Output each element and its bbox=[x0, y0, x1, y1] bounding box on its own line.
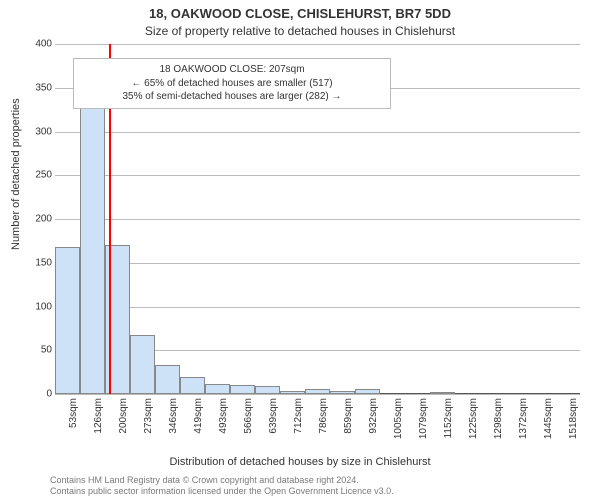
x-tick-label: 1152sqm bbox=[443, 398, 454, 438]
x-tick-label: 126sqm bbox=[93, 398, 104, 434]
gridline bbox=[55, 175, 580, 176]
histogram-bar bbox=[230, 385, 255, 394]
y-tick-label: 50 bbox=[12, 345, 52, 356]
annotation-line1: 18 OAKWOOD CLOSE: 207sqm bbox=[82, 63, 382, 77]
histogram-bar bbox=[330, 391, 355, 395]
chart-title-sub: Size of property relative to detached ho… bbox=[0, 24, 600, 38]
gridline bbox=[55, 44, 580, 45]
histogram-bar bbox=[255, 386, 280, 394]
histogram-bar bbox=[205, 384, 230, 395]
gridline bbox=[55, 307, 580, 308]
x-tick-label: 1005sqm bbox=[393, 398, 404, 439]
x-tick-label: 566sqm bbox=[243, 398, 254, 434]
x-tick-label: 932sqm bbox=[368, 398, 379, 434]
y-tick-label: 350 bbox=[12, 82, 52, 93]
gridline bbox=[55, 219, 580, 220]
x-tick-label: 1079sqm bbox=[418, 398, 429, 439]
histogram-bar bbox=[130, 335, 155, 395]
footer-attribution: Contains HM Land Registry data © Crown c… bbox=[50, 475, 590, 498]
histogram-bar bbox=[430, 392, 455, 394]
annotation-line3: 35% of semi-detached houses are larger (… bbox=[82, 90, 382, 104]
x-tick-label: 419sqm bbox=[193, 398, 204, 434]
x-tick-label: 53sqm bbox=[68, 398, 79, 428]
footer-line1: Contains HM Land Registry data © Crown c… bbox=[50, 475, 590, 487]
x-tick-label: 1298sqm bbox=[493, 398, 504, 439]
y-tick-label: 150 bbox=[12, 257, 52, 268]
y-tick-label: 300 bbox=[12, 126, 52, 137]
plot-area: 05010015020025030035040053sqm126sqm200sq… bbox=[55, 44, 580, 394]
histogram-bar bbox=[280, 391, 305, 395]
x-tick-label: 1225sqm bbox=[468, 398, 479, 439]
chart-title-main: 18, OAKWOOD CLOSE, CHISLEHURST, BR7 5DD bbox=[0, 6, 600, 21]
annotation-line2: ← 65% of detached houses are smaller (51… bbox=[82, 77, 382, 91]
annotation-box: 18 OAKWOOD CLOSE: 207sqm← 65% of detache… bbox=[73, 58, 391, 109]
gridline bbox=[55, 132, 580, 133]
property-size-chart: 18, OAKWOOD CLOSE, CHISLEHURST, BR7 5DD … bbox=[0, 0, 600, 500]
x-tick-label: 712sqm bbox=[293, 398, 304, 434]
histogram-bar bbox=[80, 107, 105, 394]
x-tick-label: 493sqm bbox=[218, 398, 229, 434]
x-tick-label: 786sqm bbox=[318, 398, 329, 434]
x-tick-label: 346sqm bbox=[168, 398, 179, 434]
gridline bbox=[55, 263, 580, 264]
y-tick-label: 0 bbox=[12, 389, 52, 400]
y-tick-label: 200 bbox=[12, 214, 52, 225]
x-tick-label: 1445sqm bbox=[543, 398, 554, 439]
histogram-bar bbox=[305, 389, 330, 394]
gridline bbox=[55, 394, 580, 395]
histogram-bar bbox=[55, 247, 80, 394]
y-tick-label: 250 bbox=[12, 170, 52, 181]
x-tick-label: 639sqm bbox=[268, 398, 279, 434]
footer-line2: Contains public sector information licen… bbox=[50, 486, 590, 498]
y-tick-label: 100 bbox=[12, 301, 52, 312]
x-tick-label: 1372sqm bbox=[518, 398, 529, 439]
histogram-bar bbox=[180, 377, 205, 395]
x-tick-label: 1518sqm bbox=[568, 398, 579, 439]
x-tick-label: 273sqm bbox=[143, 398, 154, 434]
y-tick-label: 400 bbox=[12, 39, 52, 50]
histogram-bar bbox=[155, 365, 180, 394]
x-axis-label: Distribution of detached houses by size … bbox=[0, 456, 600, 468]
x-tick-label: 200sqm bbox=[118, 398, 129, 434]
histogram-bar bbox=[355, 389, 380, 394]
x-tick-label: 859sqm bbox=[343, 398, 354, 434]
